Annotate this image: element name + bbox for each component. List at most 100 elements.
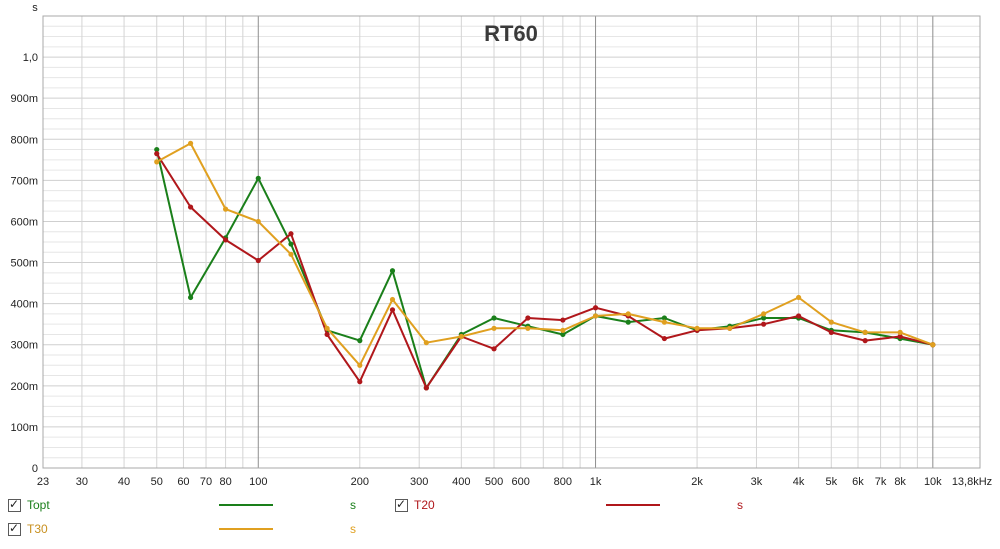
x-tick-label: 2k: [691, 476, 703, 488]
grid: [43, 15, 980, 469]
data-point-t30: [525, 325, 531, 331]
y-tick-label: 1,0: [23, 52, 38, 64]
data-point-t30: [491, 325, 497, 331]
data-point-t20: [222, 237, 229, 243]
data-point-t30: [694, 325, 700, 331]
y-tick-label: 100m: [10, 422, 38, 434]
x-tick-label: 3k: [751, 476, 763, 488]
data-point-t30: [222, 206, 229, 212]
checkbox-topt[interactable]: [8, 497, 21, 512]
data-point-t20: [796, 313, 802, 319]
x-tick-label: 70: [200, 476, 212, 488]
data-point-t30: [288, 251, 294, 257]
data-point-t20: [357, 379, 363, 385]
x-tick-labels: 23 30 40 50 60 70 80 100 200 300 400 500 600 800 1k 2k 3…: [37, 476, 992, 488]
legend-label-topt: Topt: [27, 498, 50, 512]
x-tick-label: 4k: [793, 476, 805, 488]
legend-item-topt[interactable]: Topt s: [8, 497, 388, 520]
y-tick-label: 800m: [10, 134, 38, 146]
data-point-t20: [491, 346, 497, 352]
x-tick-label: 50: [151, 476, 163, 488]
data-point-t20: [423, 385, 429, 391]
data-point-topt: [761, 315, 767, 321]
data-point-topt: [491, 315, 497, 321]
data-point-t30: [828, 319, 834, 325]
x-tick-label: 8k: [894, 476, 906, 488]
y-axis-unit: s: [32, 2, 38, 14]
y-tick-label: 900m: [10, 93, 38, 105]
x-tick-label: 5k: [825, 476, 837, 488]
data-point-t30: [625, 311, 631, 317]
y-tick-label: 500m: [10, 258, 38, 270]
series-line-topt: [155, 149, 933, 389]
data-point-t20: [661, 335, 667, 342]
checkbox-t30[interactable]: [8, 521, 21, 536]
legend-item-t30[interactable]: T30 s: [8, 521, 388, 544]
data-point-t30: [862, 329, 868, 335]
data-point-topt: [661, 315, 667, 321]
x-tick-label: 23: [37, 476, 49, 488]
legend-label-t30: T30: [27, 522, 48, 536]
y-tick-label: 400m: [10, 299, 38, 311]
x-tick-label: 300: [410, 476, 428, 488]
x-tick-label: 800: [554, 476, 572, 488]
x-tick-label: 60: [177, 476, 189, 488]
y-tick-label: 0: [32, 463, 38, 475]
x-tick-label: 400: [452, 476, 470, 488]
data-point-t30: [458, 333, 464, 340]
data-point-t30: [761, 311, 767, 317]
data-point-t30: [389, 296, 396, 303]
data-point-t20: [525, 315, 531, 321]
data-point-t30: [423, 340, 429, 346]
data-point-t20: [592, 305, 599, 311]
data-point-t30: [796, 294, 802, 301]
data-point-t30: [727, 325, 733, 331]
x-tick-label: 100: [249, 476, 267, 488]
data-point-t20: [862, 338, 868, 344]
x-tick-label: 7k: [875, 476, 887, 488]
data-point-topt: [357, 338, 363, 344]
x-tick-label: 13,8kHz: [952, 476, 992, 488]
y-tick-labels: 0 100m 200m 300m 400m 500m 600m 700m 800m 900m 1,0: [10, 52, 38, 475]
y-tick-label: 200m: [10, 381, 38, 393]
chart-title: RT60: [484, 21, 538, 46]
x-tick-label: 600: [512, 476, 530, 488]
checkbox-t20[interactable]: [395, 497, 408, 512]
data-point-t20: [324, 331, 330, 338]
y-tick-label: 700m: [10, 175, 38, 187]
data-point-topt: [187, 294, 194, 301]
legend-swatch-t30: [219, 528, 273, 530]
x-tick-label: 40: [118, 476, 130, 488]
data-point-t20: [828, 329, 834, 335]
legend-item-t20[interactable]: T20 s: [395, 497, 775, 520]
legend-unit-t20: s: [737, 498, 743, 512]
series-line-t20: [155, 153, 934, 389]
data-point-t20: [761, 321, 767, 327]
plot-frame: [42, 15, 981, 469]
rt60-chart: s RT60 0 100m 200m 300m 400m 500m 600m 700m 800m…: [0, 0, 1000, 490]
data-point-t30: [187, 140, 194, 146]
data-point-t30: [897, 329, 903, 335]
legend-unit-topt: s: [350, 498, 356, 512]
data-point-t30: [357, 362, 363, 368]
legend-swatch-topt: [219, 504, 273, 506]
x-tick-label: 1k: [590, 476, 602, 488]
data-point-t20: [154, 151, 160, 157]
data-point-t20: [255, 257, 261, 264]
data-point-t30: [661, 319, 667, 325]
data-point-topt: [389, 268, 396, 274]
plot-background: [0, 0, 1000, 490]
data-point-topt: [255, 175, 261, 181]
x-tick-label: 6k: [852, 476, 864, 488]
data-point-t30: [255, 218, 261, 225]
x-tick-label: 200: [351, 476, 369, 488]
data-point-topt: [625, 319, 631, 325]
data-point-t20: [288, 231, 294, 237]
legend-swatch-t20: [606, 504, 660, 506]
y-tick-label: 300m: [10, 340, 38, 352]
legend-label-t20: T20: [414, 498, 435, 512]
y-tick-label: 600m: [10, 216, 38, 228]
data-point-t30: [592, 313, 599, 319]
data-point-t30: [930, 342, 936, 348]
data-point-t20: [897, 333, 903, 340]
